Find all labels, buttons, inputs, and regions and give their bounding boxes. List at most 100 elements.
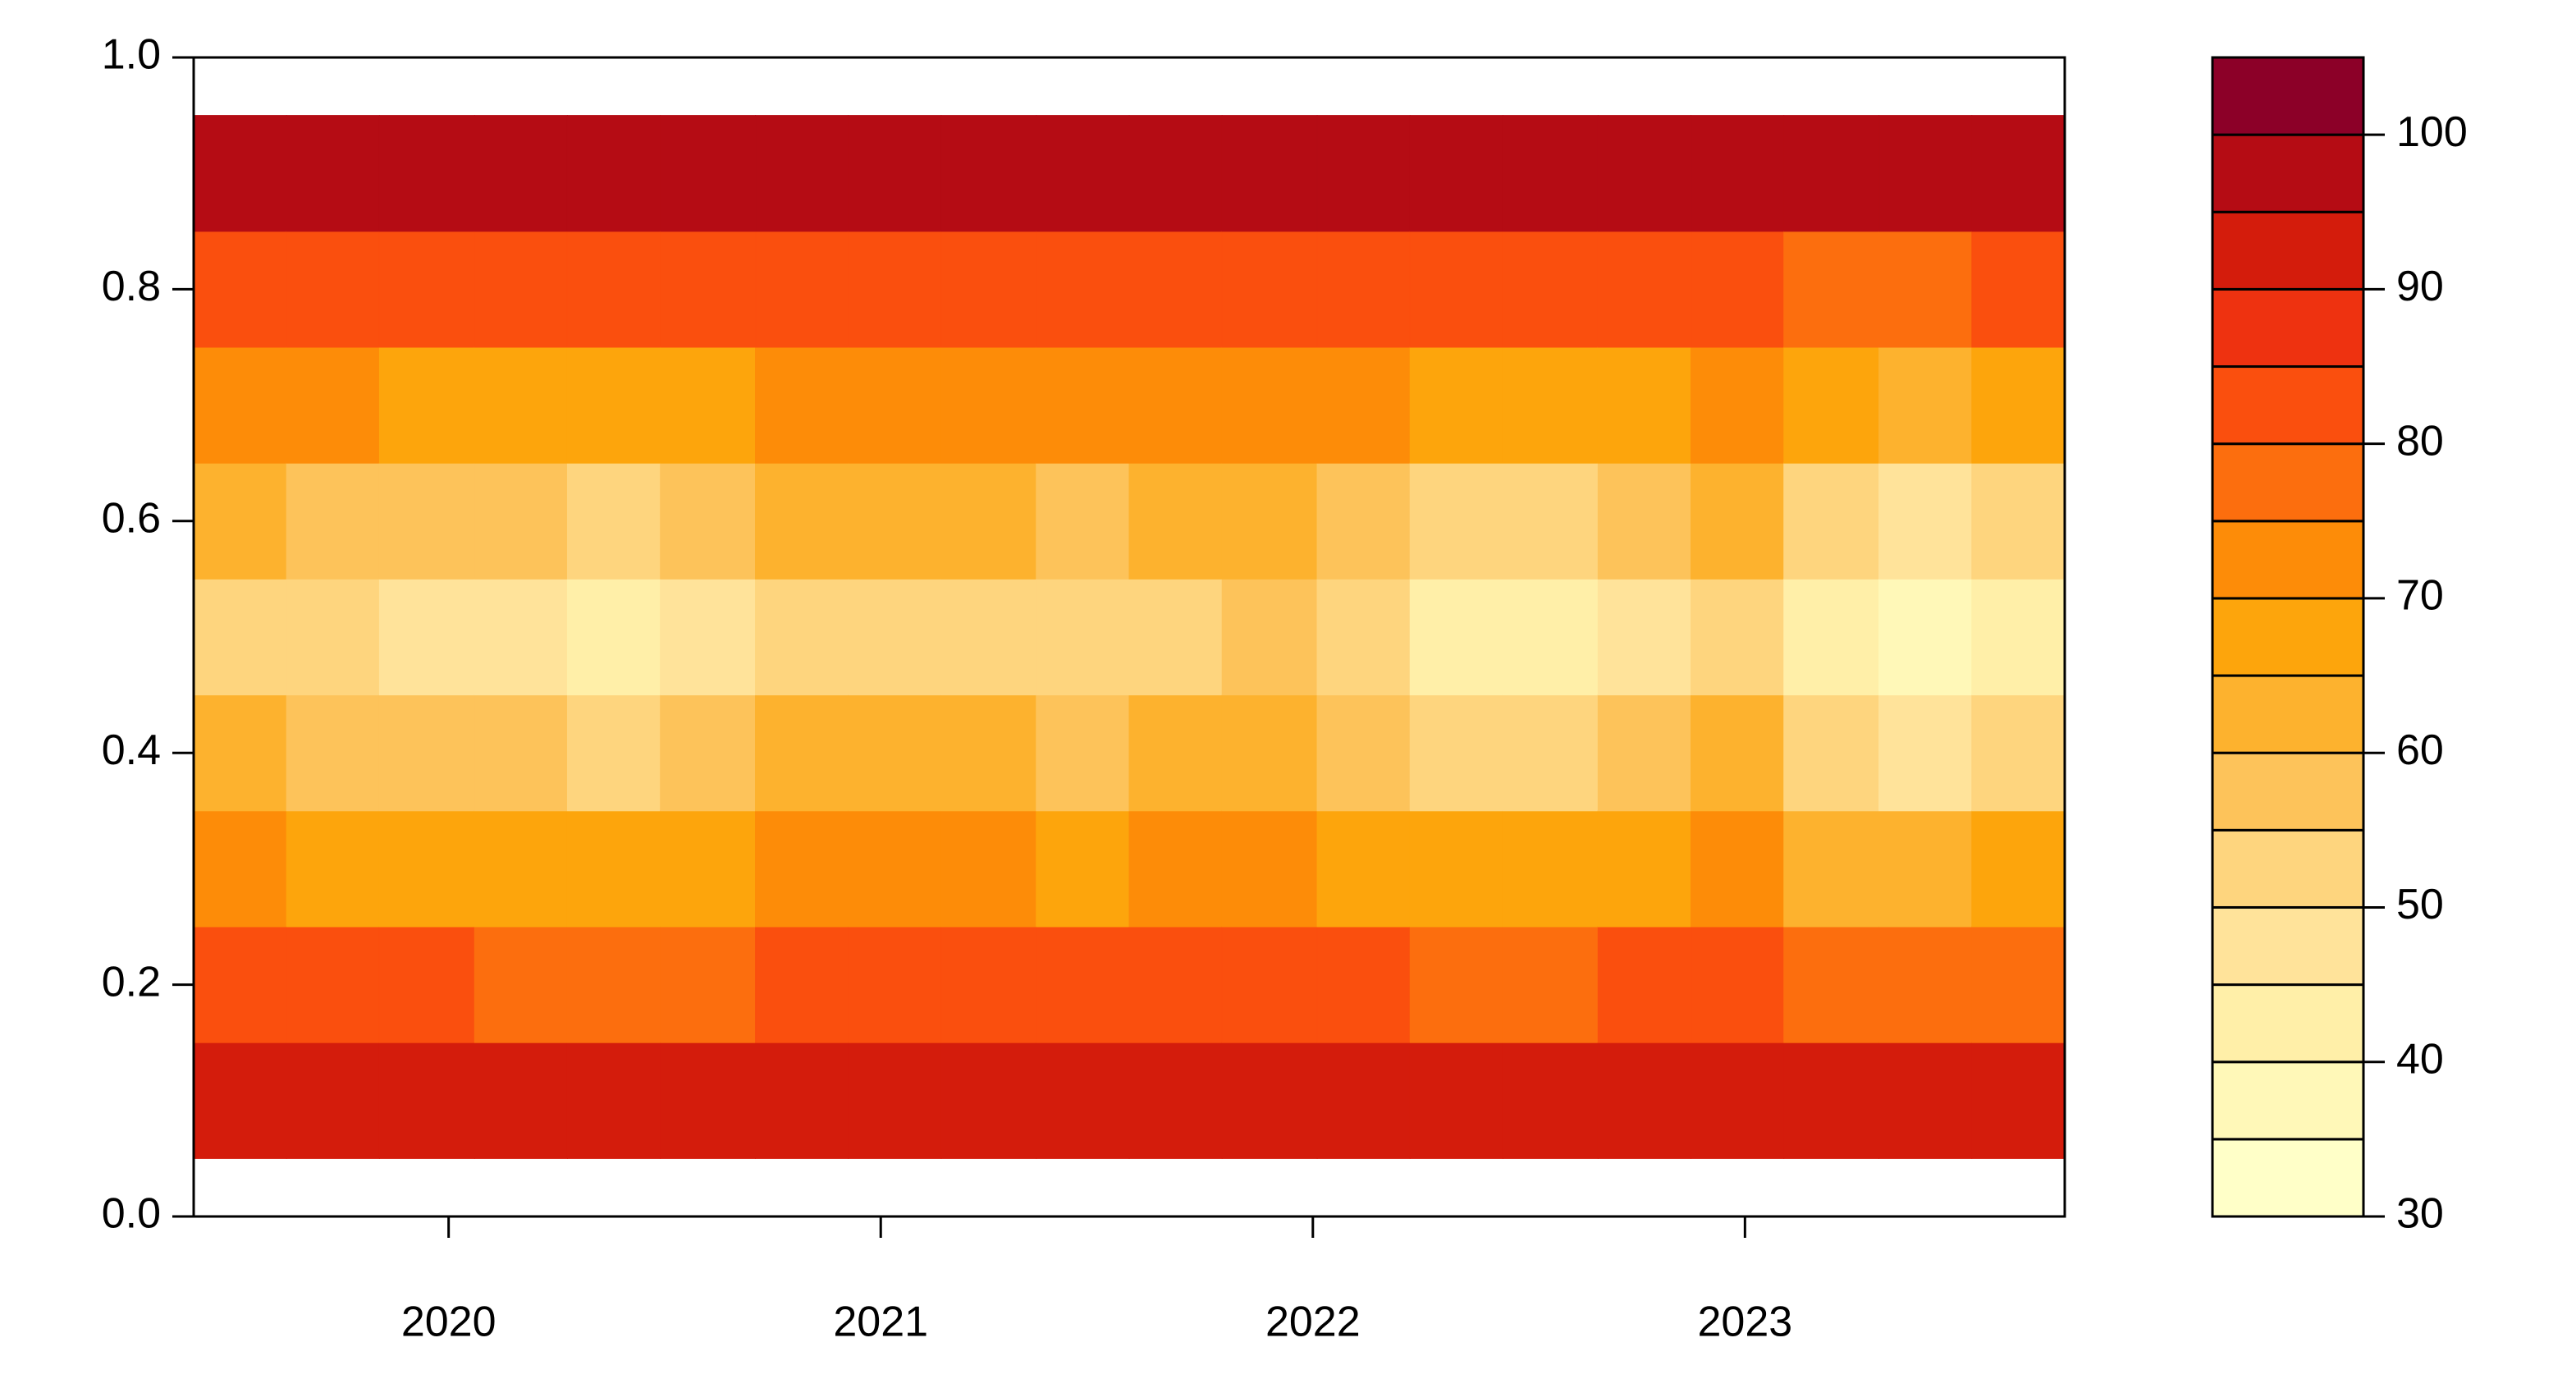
contour-cell	[1971, 810, 2066, 928]
contour-cell	[1878, 346, 1973, 464]
contour-cell	[1971, 231, 2066, 348]
contour-cell	[1502, 1042, 1599, 1159]
contour-cell	[286, 115, 380, 232]
contour-cell	[566, 694, 661, 812]
contour-cell	[1128, 462, 1223, 580]
contour-cell	[755, 462, 849, 580]
contour-cell	[1221, 926, 1318, 1043]
contour-cell	[1783, 578, 1880, 696]
contour-cell	[1409, 810, 1503, 928]
contour-cell	[1691, 115, 1785, 232]
contour-cell	[193, 810, 287, 928]
contour-cell	[1316, 231, 1411, 348]
contour-cell	[1597, 926, 1692, 1043]
contour-cell	[1502, 694, 1599, 812]
contour-cell	[1597, 694, 1692, 812]
contour-cell	[1878, 578, 1973, 696]
contour-cell	[1128, 694, 1223, 812]
contour-cell	[1036, 231, 1130, 348]
contour-cell	[1502, 115, 1599, 232]
y-tick-label: 0.0	[102, 1190, 161, 1238]
contour-cell	[286, 462, 380, 580]
contour-cell	[1783, 694, 1880, 812]
contour-cell	[193, 1042, 287, 1159]
contour-cell	[566, 926, 661, 1043]
contour-cell	[1597, 1042, 1692, 1159]
contour-cell	[660, 231, 757, 348]
contour-cell	[1036, 462, 1130, 580]
colorbar-tick-label: 100	[2396, 108, 2468, 156]
contour-cell	[660, 810, 757, 928]
contour-cell	[1316, 926, 1411, 1043]
y-tick-label: 0.6	[102, 495, 161, 543]
contour-cell	[1878, 810, 1973, 928]
contour-cell	[1409, 1042, 1503, 1159]
contour-cell	[1316, 578, 1411, 696]
contour-cell	[660, 462, 757, 580]
contour-cell	[193, 578, 287, 696]
contour-cell	[1971, 1042, 2066, 1159]
contour-cell	[193, 926, 287, 1043]
contour-cell	[755, 810, 849, 928]
colorbar-band	[2211, 674, 2365, 754]
contour-cell	[1502, 462, 1599, 580]
contour-cell	[1878, 926, 1973, 1043]
contour-cell	[1971, 926, 2066, 1043]
colorbar-tick-label: 40	[2396, 1035, 2444, 1083]
contour-cell	[474, 231, 568, 348]
contour-cell	[286, 694, 380, 812]
contour-cell	[1409, 346, 1503, 464]
x-tick-label: 2021	[833, 1299, 928, 1346]
contour-cell	[1691, 346, 1785, 464]
contour-cell	[940, 115, 1037, 232]
contour-cell	[1502, 810, 1599, 928]
contour-cell	[1128, 810, 1223, 928]
contour-cell	[1409, 578, 1503, 696]
colorbar-tick-label: 30	[2396, 1190, 2444, 1238]
y-tick-label: 0.4	[102, 726, 161, 774]
colorbar-band	[2211, 983, 2365, 1064]
contour-cell	[378, 694, 475, 812]
contour-cell	[1036, 115, 1130, 232]
contour-cell	[848, 578, 942, 696]
contour-cell	[286, 810, 380, 928]
contour-cell	[378, 115, 475, 232]
contour-cell	[566, 462, 661, 580]
contour-cell	[1316, 462, 1411, 580]
contour-cell	[1878, 694, 1973, 812]
contour-cell	[940, 926, 1037, 1043]
contour-cell	[378, 462, 475, 580]
contour-cell	[566, 1042, 661, 1159]
colorbar-band	[2211, 210, 2365, 291]
contour-cell	[1036, 1042, 1130, 1159]
contour-cell	[1971, 694, 2066, 812]
contour-cell	[1502, 578, 1599, 696]
contour-cell	[848, 346, 942, 464]
contour-cell	[193, 462, 287, 580]
contour-cell	[378, 926, 475, 1043]
contour-cell	[848, 462, 942, 580]
contour-cell	[1971, 578, 2066, 696]
contour-cell	[848, 115, 942, 232]
contour-cell	[193, 694, 287, 812]
contour-cell	[1316, 1042, 1411, 1159]
plot-frame	[192, 56, 2066, 1218]
contour-cell	[940, 578, 1037, 696]
contour-cell	[660, 1042, 757, 1159]
contour-cell	[1502, 926, 1599, 1043]
contour-cell	[1502, 346, 1599, 464]
contour-cell	[1316, 115, 1411, 232]
contour-cell	[1221, 810, 1318, 928]
contour-cell	[940, 462, 1037, 580]
contour-cell	[660, 926, 757, 1043]
contour-cell	[755, 926, 849, 1043]
contour-cell	[1221, 1042, 1318, 1159]
contour-cell	[286, 346, 380, 464]
contour-cell	[1409, 926, 1503, 1043]
contour-cell	[378, 231, 475, 348]
y-tick-label: 0.8	[102, 263, 161, 310]
contour-cell	[474, 810, 568, 928]
contour-cell	[474, 346, 568, 464]
contour-cell	[1878, 115, 1973, 232]
